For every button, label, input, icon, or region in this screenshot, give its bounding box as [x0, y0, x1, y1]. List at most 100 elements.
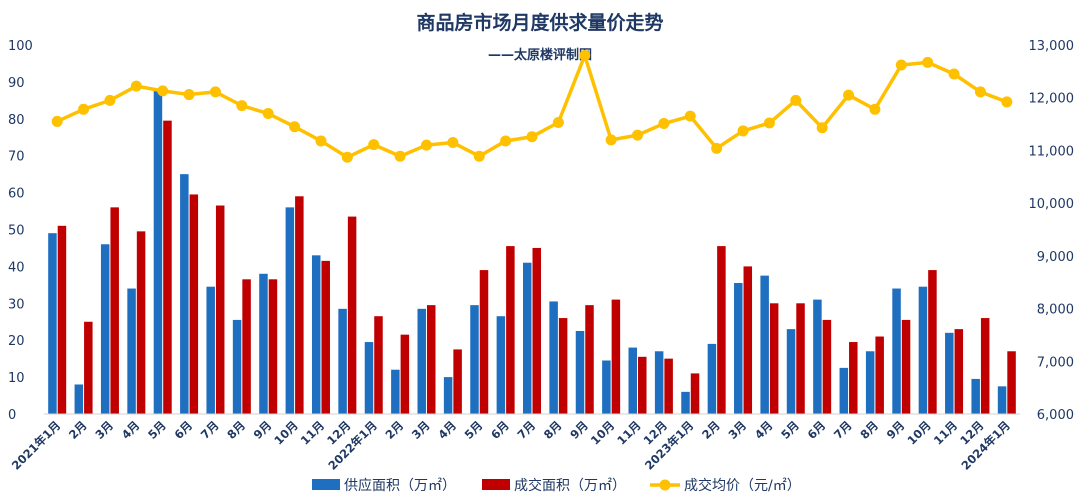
x-tick-label: 2021年1月	[9, 418, 63, 472]
left-y-tick-label: 0	[8, 408, 16, 423]
supply-area-bar	[839, 367, 849, 414]
avg-price-point	[473, 150, 485, 162]
x-tick-label: 2月	[699, 418, 723, 442]
deal-area-bar	[664, 358, 673, 414]
deal-area-bar	[769, 303, 779, 414]
x-tick-label: 2月	[383, 418, 407, 442]
left-y-tick-label: 50	[8, 224, 25, 239]
deal-area-bar	[585, 305, 594, 414]
x-tick-label: 11月	[298, 418, 327, 447]
legend: 供应面积（万㎡） 成交面积（万㎡） 成交均价（元/㎡）	[312, 477, 801, 494]
supply-area-bar	[443, 377, 453, 414]
supply-area-bar	[628, 347, 638, 414]
deal-area-bar	[426, 305, 436, 414]
avg-price-point	[236, 100, 248, 112]
deal-area-bar	[453, 349, 462, 414]
supply-area-bar	[865, 351, 875, 414]
avg-price-point	[658, 118, 670, 130]
supply-area-bar	[549, 301, 558, 414]
deal-area-bar	[717, 246, 726, 414]
avg-price-point	[51, 115, 63, 127]
avg-price-point	[684, 110, 696, 122]
supply-area-bar	[892, 288, 901, 414]
deal-area-bar	[136, 231, 146, 414]
x-tick-label: 5月	[778, 418, 802, 442]
supply-area-bar	[417, 308, 426, 414]
deal-area-bar	[163, 120, 172, 415]
left-y-tick-label: 70	[8, 150, 25, 165]
avg-price-point	[209, 86, 221, 98]
left-y-tick-label: 20	[8, 334, 25, 349]
x-tick-label: 10月	[588, 418, 617, 447]
supply-area-bar	[760, 275, 769, 414]
avg-price-point	[1001, 96, 1013, 108]
supply-area-bar	[602, 360, 611, 414]
supply-area-bar	[813, 299, 822, 414]
avg-price-point	[420, 139, 432, 151]
x-tick-label: 5月	[462, 418, 486, 442]
deal-area-bar	[1007, 351, 1016, 414]
avg-price-point	[447, 137, 459, 149]
supply-area-bar	[338, 308, 347, 414]
supply-area-bar	[127, 288, 136, 414]
x-tick-label: 4月	[752, 418, 776, 442]
deal-area-bar	[110, 207, 119, 414]
avg-price-point	[895, 59, 907, 71]
deal-area-bar	[57, 225, 67, 414]
deal-area-bar	[374, 316, 383, 414]
avg-price-point	[289, 121, 301, 133]
left-y-tick-label: 10	[8, 371, 25, 386]
avg-price-point	[78, 103, 90, 115]
deal-area-bar	[189, 194, 199, 414]
x-tick-label: 10月	[904, 418, 933, 447]
deal-area-bar	[215, 205, 225, 414]
supply-area-bar	[918, 286, 928, 414]
avg-price-point	[922, 56, 934, 68]
deal-area-bar	[506, 246, 515, 414]
left-y-tick-label: 90	[8, 76, 25, 91]
supply-area-bar	[232, 319, 242, 414]
avg-price-point	[948, 68, 960, 80]
deal-area-bar	[558, 318, 568, 414]
left-y-tick-label: 100	[8, 39, 33, 54]
right-y-tick-label: 6,000	[1037, 408, 1074, 423]
x-tick-label: 10月	[271, 418, 300, 447]
supply-area-bar	[654, 351, 664, 414]
deal-area-bar	[295, 196, 304, 414]
deal-area-bar	[822, 319, 832, 414]
x-tick-label: 3月	[725, 418, 749, 442]
avg-price-point	[763, 117, 775, 129]
deal-area-bar	[84, 321, 93, 414]
x-tick-label: 11月	[614, 418, 643, 447]
supply-area-bar	[786, 329, 796, 414]
supply-area-bar	[153, 89, 163, 414]
avg-price-point	[104, 94, 116, 106]
supply-area-bar	[311, 255, 321, 414]
supply-area-bar	[575, 330, 585, 414]
x-tick-label: 3月	[409, 418, 433, 442]
legend-label: 供应面积（万㎡）	[344, 477, 456, 494]
right-y-tick-label: 12,000	[1029, 92, 1075, 107]
right-y-axis: 6,000 7,000 8,000 9,000 10,000 11,000 12,000 13…	[1029, 39, 1075, 423]
avg-price-point	[500, 135, 512, 147]
deal-area-bar	[611, 299, 621, 414]
deal-area-bar	[901, 319, 911, 414]
avg-price-point	[341, 151, 353, 163]
avg-price-point	[605, 134, 617, 146]
right-y-tick-label: 7,000	[1037, 355, 1074, 370]
supply-area-bar	[364, 342, 374, 414]
left-y-tick-label: 40	[8, 260, 25, 275]
deal-area-bar	[954, 329, 964, 414]
left-y-axis: 0 10 20 30 40 50 60 70 80 90 100	[8, 39, 33, 423]
avg-price-point	[157, 85, 169, 97]
bar-series	[48, 89, 1016, 415]
deal-area-bar	[796, 303, 805, 414]
deal-area-bar	[928, 270, 937, 414]
right-y-tick-label: 8,000	[1037, 303, 1074, 318]
x-tick-label: 4月	[119, 418, 143, 442]
x-tick-label: 4月	[435, 418, 459, 442]
avg-price-point	[579, 50, 591, 62]
deal-area-bar	[400, 334, 410, 414]
